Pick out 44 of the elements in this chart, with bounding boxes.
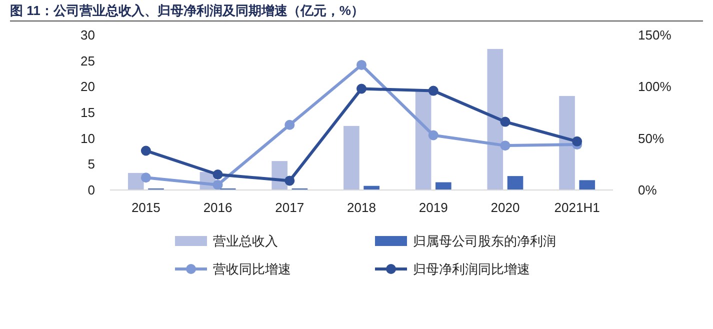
- x-tick-label: 2019: [418, 200, 448, 215]
- y2-tick-label: 100%: [638, 79, 672, 94]
- legend-label: 营业总收入: [213, 234, 278, 249]
- bar: [415, 90, 432, 190]
- point: [428, 86, 438, 96]
- bar: [128, 172, 144, 190]
- point: [212, 170, 223, 180]
- y2-tick-label: 150%: [638, 28, 672, 43]
- legend-label: 归母净利润同比增速: [413, 262, 530, 277]
- y-tick-label: 25: [80, 53, 95, 68]
- bar: [436, 182, 452, 190]
- y-tick-label: 15: [80, 105, 95, 120]
- x-tick-label: 2016: [203, 200, 232, 215]
- x-tick-label: 2020: [490, 200, 520, 215]
- point: [500, 116, 510, 127]
- y-tick-label: 30: [80, 28, 95, 43]
- bar: [344, 126, 360, 190]
- point: [140, 172, 151, 183]
- y-tick-label: 20: [80, 79, 95, 94]
- x-tick-label: 2021H1: [554, 200, 600, 215]
- bar: [487, 48, 504, 190]
- point: [284, 120, 295, 130]
- x-tick-label: 2017: [275, 200, 304, 215]
- bar: [559, 96, 575, 190]
- x-tick-label: 2018: [347, 200, 376, 215]
- legend-label: 归属母公司股东的净利润: [413, 234, 556, 249]
- chart-title: 图 11：公司营业总收入、归母净利润及同期增速（亿元，%）: [10, 3, 364, 18]
- y2-tick-label: 50%: [638, 130, 664, 146]
- x-tick-label: 2015: [131, 200, 160, 215]
- y-tick-label: 10: [80, 130, 95, 146]
- bar: [507, 176, 524, 190]
- point: [572, 136, 582, 146]
- y-tick-label: 0: [88, 182, 95, 198]
- point: [428, 130, 438, 140]
- point: [212, 180, 223, 190]
- bar: [579, 180, 596, 190]
- point: [140, 146, 151, 156]
- point: [356, 84, 366, 94]
- y2-tick-label: 0%: [638, 182, 658, 198]
- point: [356, 60, 366, 70]
- point: [284, 176, 295, 186]
- y-tick-label: 5: [88, 156, 95, 172]
- point: [500, 140, 510, 151]
- legend-label: 营收同比增速: [213, 262, 291, 277]
